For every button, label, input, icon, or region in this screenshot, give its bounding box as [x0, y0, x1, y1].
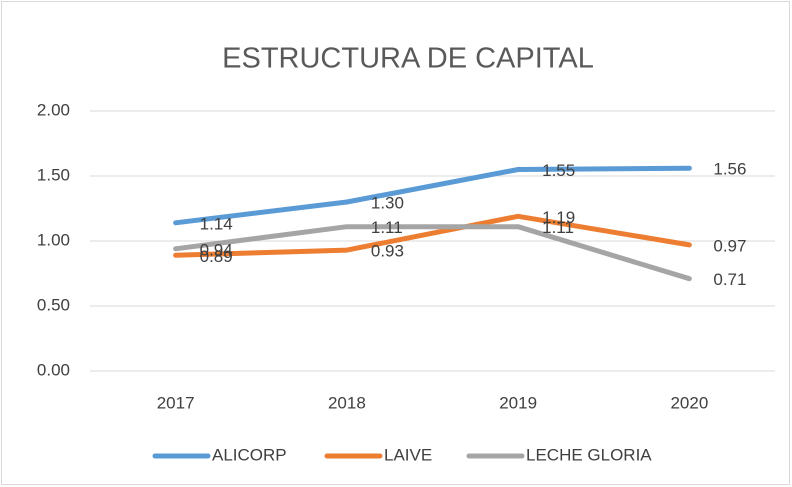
y-tick-label: 1.50 [37, 165, 70, 184]
legend-label: LAIVE [384, 445, 432, 464]
data-label: 1.14 [200, 214, 233, 233]
data-label: 1.55 [542, 161, 575, 180]
data-label: 1.30 [371, 193, 404, 212]
data-label: 1.56 [713, 160, 746, 179]
series-line [173, 165, 692, 226]
x-tick-label: 2017 [157, 393, 195, 412]
x-tick-label: 2019 [499, 393, 537, 412]
x-tick-label: 2018 [328, 393, 366, 412]
x-tick-label: 2020 [670, 393, 708, 412]
legend-label: LECHE GLORIA [526, 445, 652, 464]
data-label: 0.97 [713, 236, 746, 255]
data-label: 0.71 [713, 270, 746, 289]
y-tick-label: 0.50 [37, 295, 70, 314]
y-tick-label: 0.00 [37, 360, 70, 379]
data-label: 1.11 [542, 218, 574, 237]
data-label: 1.11 [371, 218, 403, 237]
legend-label: ALICORP [212, 445, 287, 464]
data-label: 0.89 [200, 247, 233, 266]
data-label: 0.93 [371, 242, 404, 261]
chart-title: ESTRUCTURA DE CAPITAL [222, 43, 594, 75]
data-label: 1.19 [542, 208, 575, 227]
data-label: 0.94 [200, 240, 233, 259]
y-tick-label: 1.00 [37, 230, 70, 249]
y-tick-label: 2.00 [37, 100, 70, 119]
series-line [173, 213, 692, 258]
series-line [173, 224, 692, 282]
